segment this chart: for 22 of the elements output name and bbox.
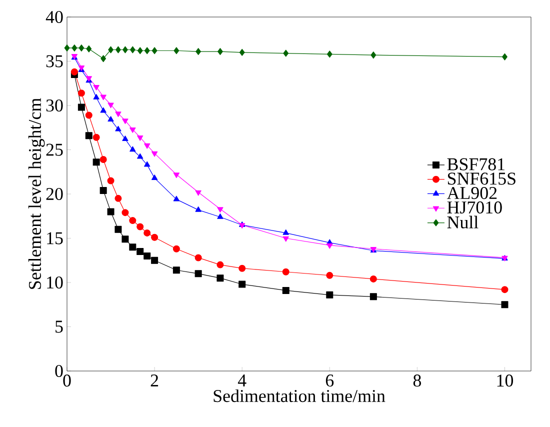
legend-label: SNF615S — [448, 172, 516, 185]
x-tick-label: 2 — [150, 374, 158, 386]
y-tick-label: 0 — [55, 364, 63, 378]
y-tick-label: 30 — [46, 99, 63, 112]
x-tick-label: 6 — [326, 374, 334, 387]
y-tick-label: 20 — [46, 188, 63, 200]
legend-label: HJ7010 — [447, 201, 502, 214]
x-tick-label: 10 — [497, 374, 514, 387]
y-tick-label: 40 — [46, 10, 63, 24]
y-tick-label: 10 — [47, 276, 63, 289]
legend-label: BSF781 — [447, 158, 504, 170]
x-tick-label: 0 — [63, 374, 71, 387]
x-tick-label: 4 — [238, 374, 246, 386]
x-tick-label: 8 — [413, 374, 421, 387]
y-tick-label: 15 — [47, 232, 63, 244]
y-tick-label: 35 — [46, 55, 63, 68]
legend-label: Null — [447, 216, 478, 228]
y-tick-label: 25 — [46, 144, 63, 156]
legend-label: AL902 — [446, 187, 497, 200]
x-axis-title: Sedimentation time/min — [214, 389, 386, 402]
y-axis-title: Settlement level height/cm — [28, 98, 45, 289]
y-tick-label: 5 — [56, 320, 63, 333]
